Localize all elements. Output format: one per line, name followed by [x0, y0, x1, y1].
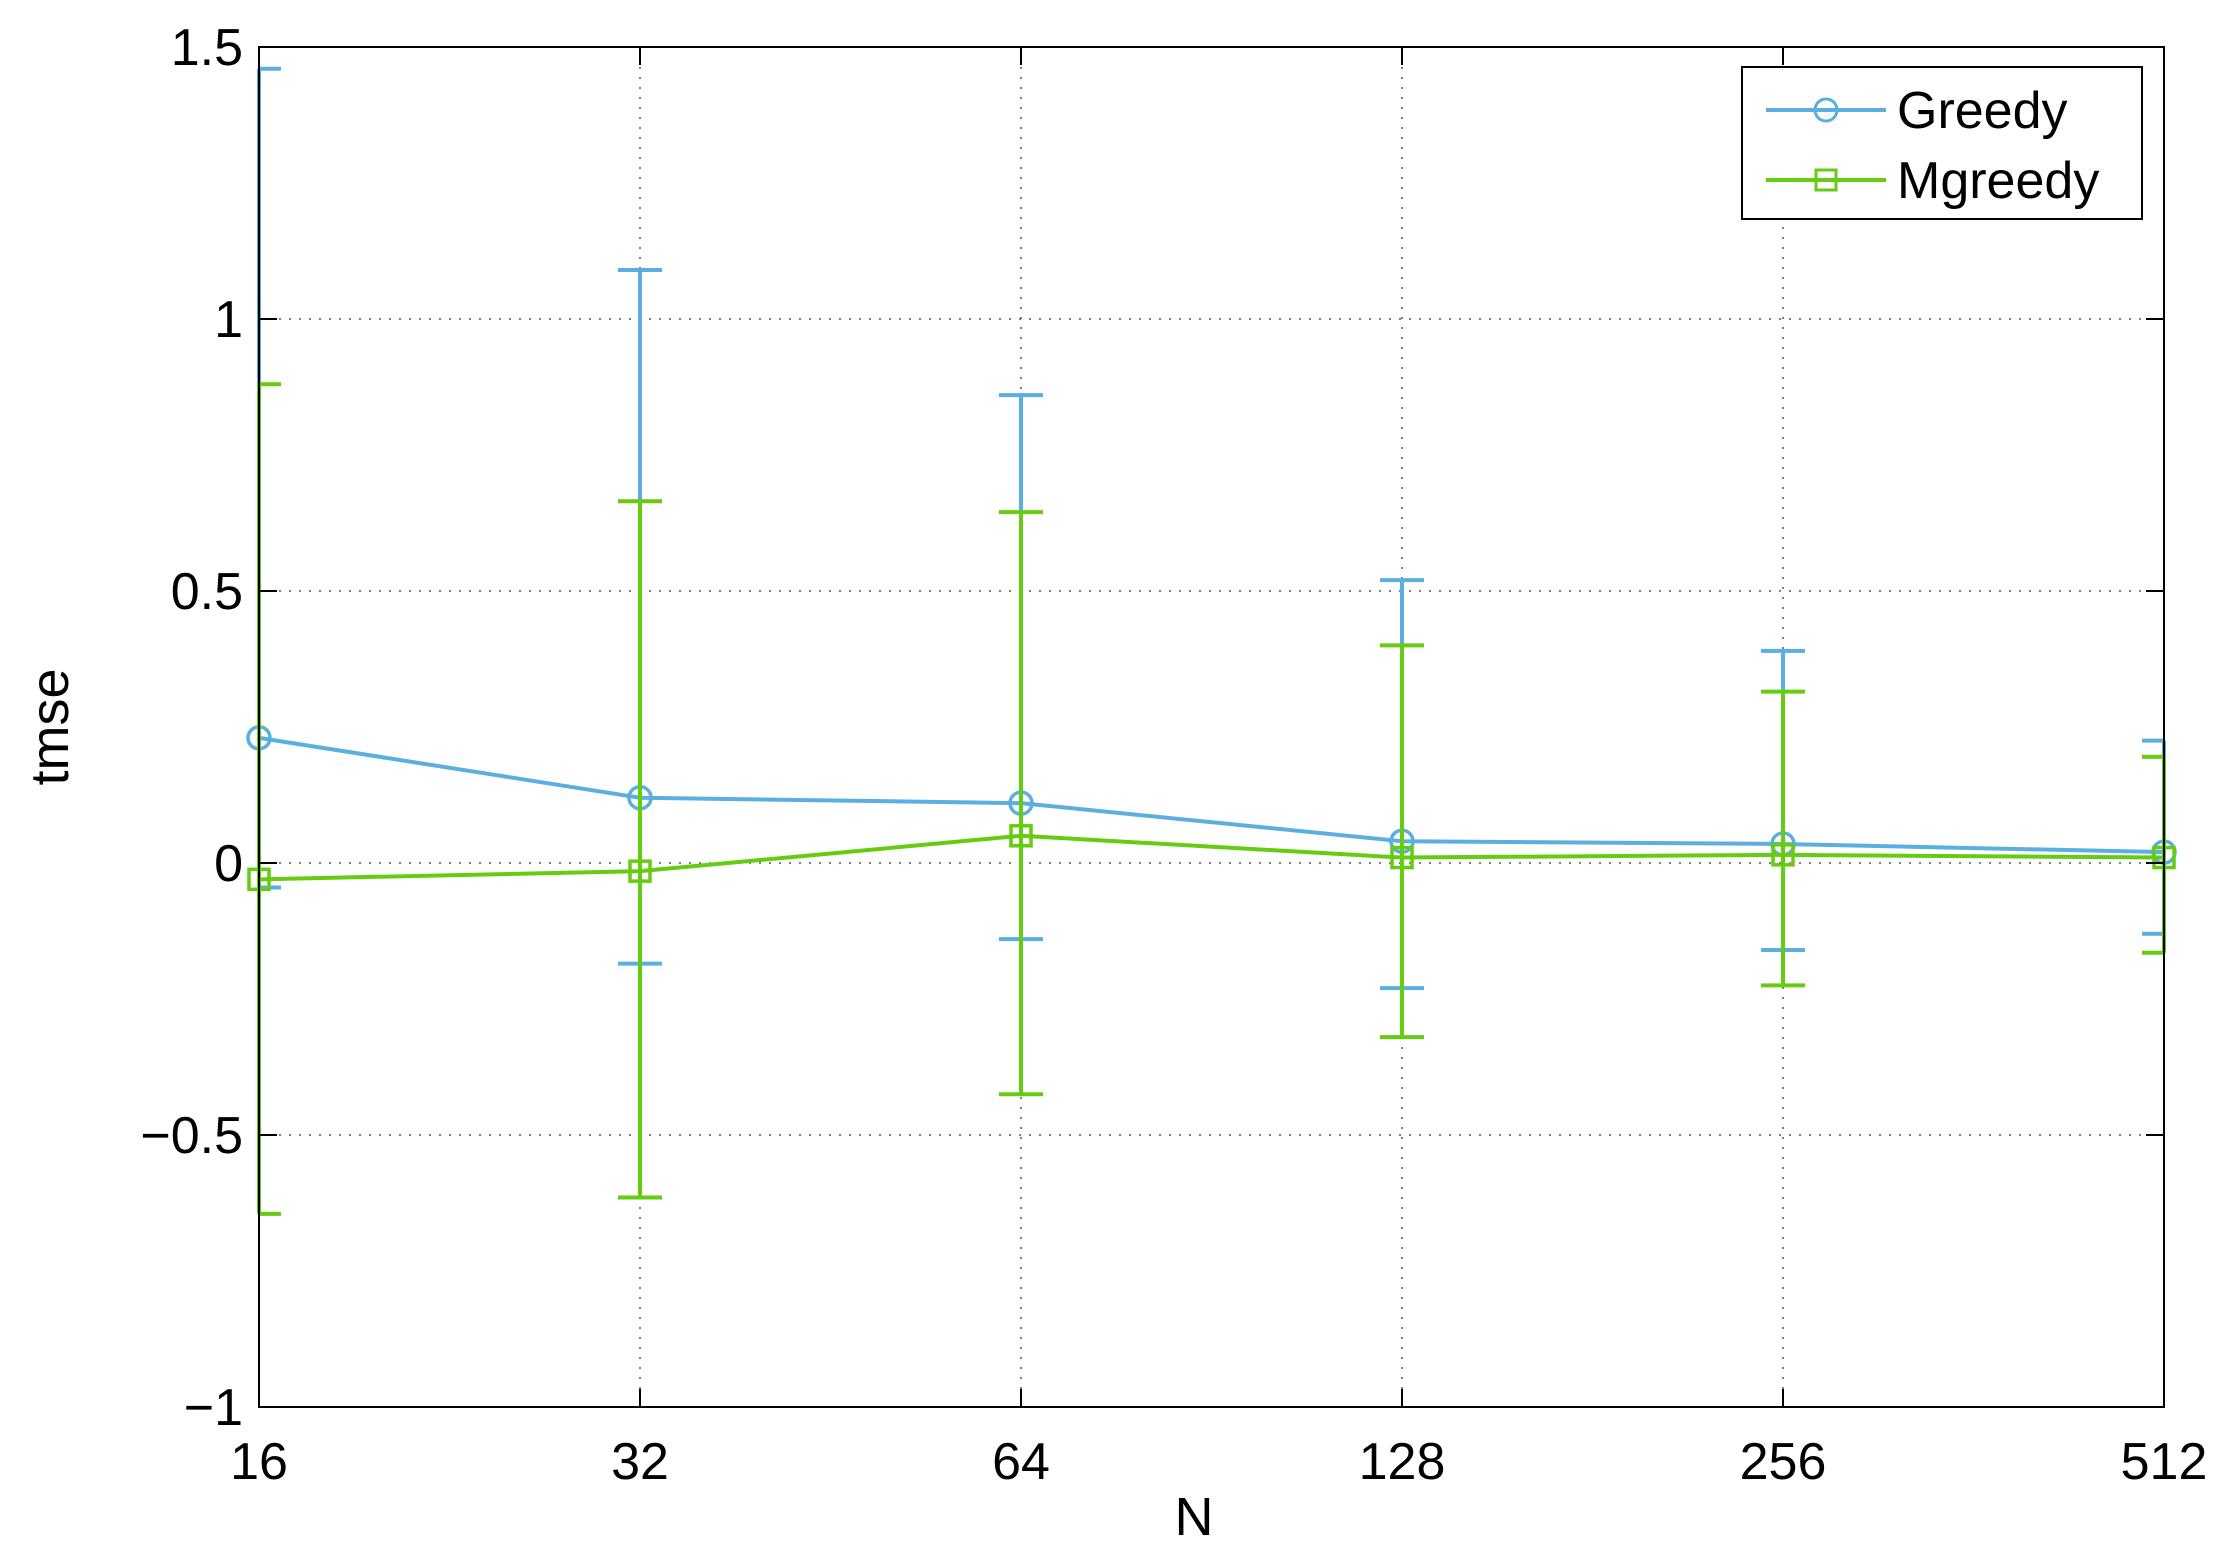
y-tick-label: 1 [214, 291, 243, 349]
legend-marker-greedy [1813, 97, 1839, 123]
legend-marker-mgreedy [1814, 168, 1838, 192]
y-tick-label: 0.5 [171, 563, 243, 621]
y-tick-label: −0.5 [140, 1107, 243, 1165]
tick-marks [258, 46, 2165, 1408]
y-axis-title: tmse [20, 668, 80, 785]
plot-area [259, 47, 2164, 1407]
y-tick-label: 1.5 [171, 19, 243, 77]
y-tick-label: 0 [214, 835, 243, 893]
data-point-mgreedy [1771, 843, 1795, 867]
legend-label-greedy: Greedy [1897, 82, 2068, 140]
data-point-mgreedy [1009, 824, 1033, 848]
legend-label-mgreedy: Mgreedy [1897, 152, 2099, 210]
x-tick-label: 128 [1359, 1433, 1446, 1491]
plot-frame [258, 46, 2165, 1408]
series-line-mgreedy [258, 833, 2165, 882]
x-tick-label: 64 [992, 1433, 1050, 1491]
x-tick-label: 256 [1740, 1433, 1827, 1491]
x-tick-label: 16 [230, 1433, 288, 1491]
data-point-mgreedy [628, 859, 652, 883]
legend: Greedy Mgreedy [1741, 66, 2143, 220]
data-point-mgreedy [1390, 845, 1414, 870]
series-line-greedy [258, 735, 2165, 855]
legend-box [1741, 66, 2143, 220]
x-axis-title: N [1175, 1487, 1214, 1547]
tick-labels: 16 32 64 128 256 512 −1 −0.5 0 0.5 1 1.5 [140, 19, 2207, 1491]
x-tick-label: 32 [611, 1433, 669, 1491]
x-tick-label: 512 [2121, 1433, 2208, 1491]
y-tick-label: −1 [184, 1379, 243, 1437]
